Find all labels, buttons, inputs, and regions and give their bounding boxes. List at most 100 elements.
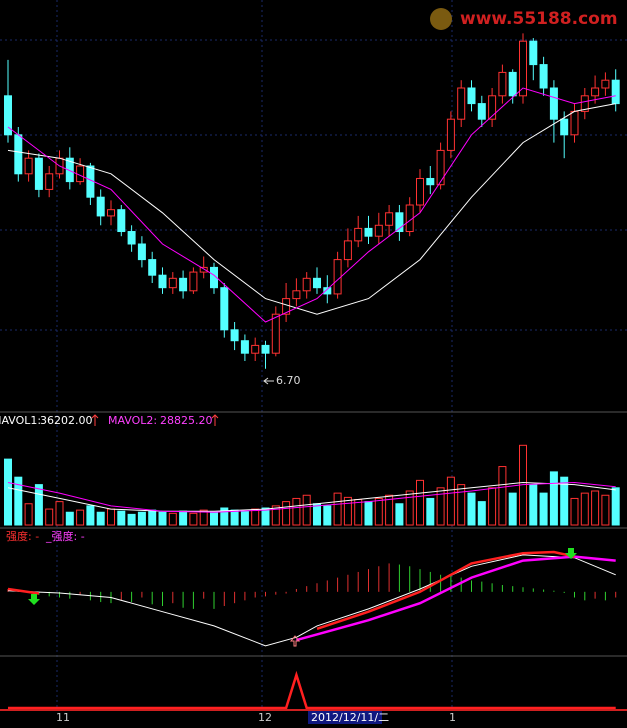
mavol2-label: MAVOL2: bbox=[108, 414, 157, 427]
x-tick-label: 12 bbox=[258, 711, 272, 724]
sell-signal bbox=[28, 594, 40, 605]
volume-bar bbox=[343, 496, 352, 526]
candle-body bbox=[240, 340, 249, 354]
volume-bar bbox=[302, 494, 311, 526]
volume-bar bbox=[601, 494, 610, 526]
candle-body bbox=[436, 149, 445, 186]
candle-body bbox=[302, 277, 311, 292]
signal-line bbox=[8, 670, 616, 710]
candle-body bbox=[529, 40, 538, 66]
volume-bar bbox=[405, 490, 414, 526]
volume-bar bbox=[168, 512, 177, 526]
buy-signal bbox=[289, 635, 301, 647]
volume-bar bbox=[436, 487, 445, 526]
volume-bar bbox=[498, 466, 507, 526]
indicator-line bbox=[7, 554, 616, 647]
volume-bar bbox=[251, 508, 260, 526]
low-label: 6.70 bbox=[276, 374, 301, 387]
volume-bar bbox=[137, 511, 146, 526]
volume-bar bbox=[117, 510, 126, 526]
date-box bbox=[308, 711, 382, 724]
volume-bar bbox=[179, 510, 188, 526]
volume-bar bbox=[189, 512, 198, 526]
indicator-line bbox=[7, 550, 575, 630]
watermark-logo bbox=[430, 8, 452, 30]
volume-bar bbox=[426, 497, 435, 526]
candle-body bbox=[385, 212, 394, 226]
candle-body bbox=[570, 110, 579, 136]
volume-bar bbox=[446, 476, 455, 526]
volume-bar bbox=[148, 509, 157, 526]
candle-body bbox=[158, 274, 167, 289]
volume-bar bbox=[86, 505, 95, 526]
volume-bar bbox=[282, 501, 291, 526]
grid bbox=[0, 0, 627, 710]
candle-body bbox=[446, 118, 455, 151]
volume-bar bbox=[96, 511, 105, 526]
candle-body bbox=[189, 271, 198, 292]
volume-bar bbox=[55, 501, 64, 526]
candle-body bbox=[498, 71, 507, 97]
candle-body bbox=[230, 329, 239, 342]
candle-body bbox=[323, 287, 332, 295]
candle-body bbox=[313, 277, 321, 289]
volume-bar bbox=[570, 497, 579, 526]
candle-body bbox=[395, 212, 404, 233]
volume-average bbox=[7, 481, 616, 513]
candle-body bbox=[117, 209, 126, 233]
volume-bar bbox=[313, 503, 321, 526]
volume-bar bbox=[271, 505, 280, 526]
volume-bar bbox=[14, 476, 23, 526]
candle-body bbox=[416, 177, 424, 206]
volume-bar bbox=[354, 499, 363, 526]
candle-body bbox=[488, 95, 497, 120]
x-tick-label: 2012/12/11/二 bbox=[311, 711, 389, 724]
candle-body bbox=[539, 64, 548, 89]
volume-bar bbox=[24, 503, 33, 526]
candle-body bbox=[168, 277, 177, 289]
separators bbox=[0, 411, 627, 657]
candle-body bbox=[4, 95, 12, 136]
indicator-line bbox=[296, 555, 616, 642]
candle-body bbox=[96, 196, 105, 217]
volume-bar bbox=[591, 490, 600, 526]
moving-average bbox=[7, 87, 616, 323]
volume-bar bbox=[364, 501, 373, 526]
candle-body bbox=[467, 87, 476, 105]
volume-average bbox=[7, 481, 616, 512]
volume-bar bbox=[488, 487, 497, 526]
mavol2-value: 28825.20 bbox=[160, 414, 213, 427]
volume-bar bbox=[560, 476, 569, 526]
indicator-label: 强度: - bbox=[6, 529, 39, 543]
volume-bar bbox=[4, 458, 12, 526]
candle-body bbox=[14, 134, 23, 175]
candle-body bbox=[611, 79, 620, 105]
candle-body bbox=[148, 259, 157, 276]
volume-bar bbox=[611, 487, 620, 526]
sell-signal bbox=[565, 548, 577, 559]
candle-body bbox=[333, 259, 342, 295]
candle-body bbox=[45, 173, 54, 190]
volume-bar bbox=[240, 510, 249, 526]
candle-body bbox=[199, 266, 208, 273]
candle-body bbox=[107, 209, 115, 217]
volume-bar bbox=[385, 494, 394, 526]
volume-bar bbox=[34, 484, 43, 526]
mavol1-label: MAVOL1: bbox=[0, 414, 41, 427]
watermark: www.55188.com bbox=[460, 9, 618, 29]
volume-bar bbox=[107, 508, 115, 526]
candle-body bbox=[549, 87, 558, 120]
volume-bar bbox=[230, 509, 239, 526]
volume-bar bbox=[580, 492, 589, 526]
candle-body bbox=[519, 40, 527, 97]
volume-bar bbox=[508, 492, 517, 526]
candle-body bbox=[591, 87, 600, 97]
up-arrow bbox=[91, 414, 99, 426]
volume-bar bbox=[467, 492, 476, 526]
candle-body bbox=[354, 227, 363, 242]
candle-body bbox=[220, 287, 229, 331]
volume-bar bbox=[539, 492, 548, 526]
